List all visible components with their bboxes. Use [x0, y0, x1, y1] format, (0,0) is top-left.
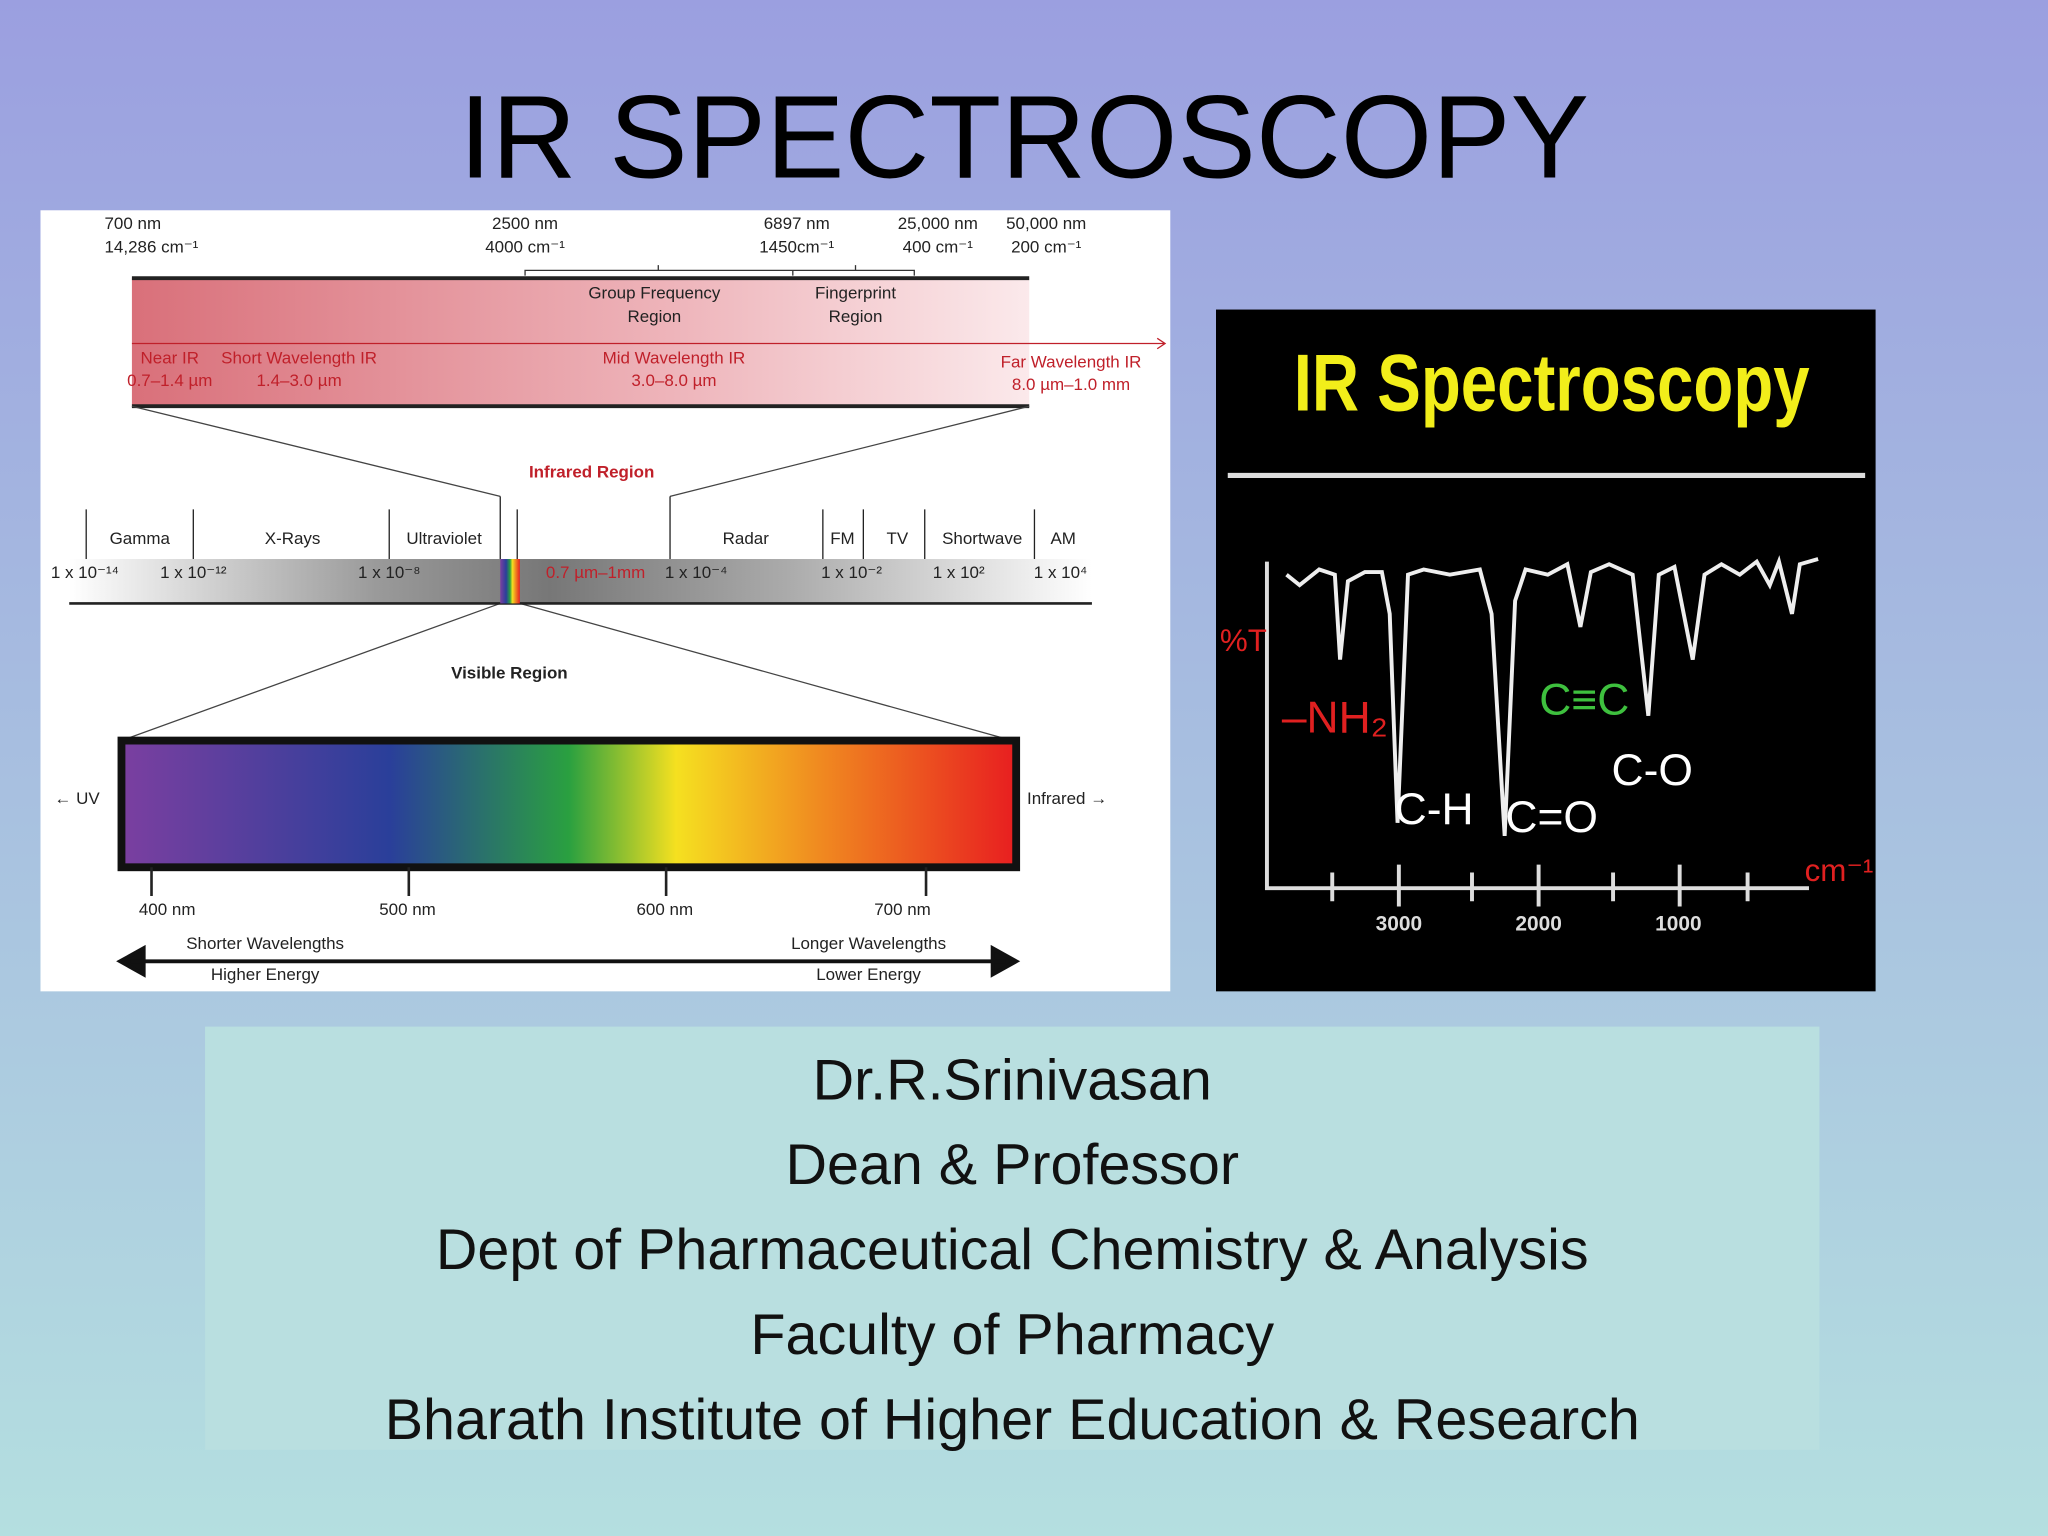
ir-band-range: 8.0 µm–1.0 mm [1012, 375, 1130, 394]
em-scale: 1 x 10² [933, 563, 985, 582]
scale-wavenumber: 14,286 cm⁻¹ [104, 238, 198, 257]
slide-title: IR SPECTROSCOPY [459, 71, 1589, 202]
scale-nm: 700 nm [104, 214, 161, 233]
peak-label: –NH₂ [1282, 694, 1388, 743]
image-panel [1216, 309, 1876, 992]
longer-label: Longer Wavelengths [791, 934, 946, 953]
peak-label: C≡C [1539, 675, 1629, 724]
em-scale: 1 x 10⁻² [821, 563, 882, 582]
em-band: AM [1050, 529, 1075, 548]
visible-band [117, 736, 1021, 872]
em-dividers [85, 496, 1036, 560]
scale-nm: 50,000 nm [1006, 214, 1086, 233]
scale-nm: 6897 nm [764, 214, 830, 233]
spectrum-image: IR Spectroscopy %T cm⁻¹ 3000 2000 1000 –NH₂C-H… [1216, 309, 1876, 992]
longer-label: Lower Energy [816, 965, 921, 984]
uv-label: ← UV [54, 789, 100, 808]
visible-tick: 700 nm [874, 900, 931, 919]
spectrum-trace [1285, 555, 1819, 837]
x-unit: cm⁻¹ [1805, 853, 1874, 888]
x-tick: 3000 [1376, 912, 1422, 935]
em-band: FM [830, 529, 855, 548]
scale-wavenumber: 400 cm⁻¹ [903, 238, 974, 257]
shorter-label: Higher Energy [211, 965, 320, 984]
author-line: Dr.R.Srinivasan [813, 1048, 1212, 1112]
x-tick: 2000 [1515, 912, 1561, 935]
ir-band-name: Near IR [141, 349, 199, 368]
peak-label: C-H [1395, 785, 1474, 834]
ir-arrow [131, 337, 1167, 350]
em-scale: 1 x 10⁻¹⁴ [51, 563, 119, 582]
visible-slice [500, 559, 520, 604]
author-line: Dean & Professor [786, 1133, 1239, 1197]
ir-band-range: 0.7–1.4 µm [127, 371, 212, 390]
infrared-arrow: Infrared → [1027, 789, 1107, 808]
scale-nm: 25,000 nm [898, 214, 978, 233]
em-band: Shortwave [942, 529, 1022, 548]
region-label: Region [627, 307, 681, 326]
y-label: %T [1220, 623, 1267, 658]
region-label: Region [829, 307, 883, 326]
em-band: Gamma [110, 529, 171, 548]
visible-tick: 500 nm [379, 900, 436, 919]
zoom-lines [121, 405, 1030, 742]
scale-wavenumber: 200 cm⁻¹ [1011, 238, 1082, 257]
ir-band-name: Far Wavelength IR [1001, 353, 1142, 372]
region-label: Fingerprint [815, 283, 896, 302]
axes [1264, 561, 1809, 907]
scale-wavenumber: 4000 cm⁻¹ [485, 238, 565, 257]
scale-nm: 2500 nm [492, 214, 558, 233]
ir-band-edges [131, 276, 1030, 409]
author-line: Dept of Pharmaceutical Chemistry & Analy… [436, 1218, 1589, 1282]
em-scale: 1 x 10⁻⁴ [665, 563, 727, 582]
peak-label: C=O [1505, 793, 1598, 842]
em-band: TV [886, 529, 908, 548]
peak-label: C-O [1612, 746, 1693, 795]
x-tick: 1000 [1655, 912, 1701, 935]
ir-band-name: Short Wavelength IR [221, 349, 377, 368]
author-box [205, 1026, 1820, 1450]
energy-arrow [116, 944, 1021, 978]
brackets [524, 265, 915, 276]
ir-band [131, 278, 1030, 407]
author-line: Faculty of Pharmacy [750, 1303, 1274, 1367]
region-label: Group Frequency [588, 283, 721, 302]
visible-tick: 400 nm [139, 900, 196, 919]
em-band: Ultraviolet [406, 529, 482, 548]
em-band: X-Rays [265, 529, 321, 548]
ir-band-range: 3.0–8.0 µm [631, 371, 716, 390]
image-title: IR Spectroscopy [1294, 339, 1810, 429]
visible-label: Visible Region [451, 663, 568, 682]
author-line: Bharath Institute of Higher Education & … [385, 1388, 1640, 1452]
ir-band-name: Mid Wavelength IR [603, 349, 746, 368]
em-bar [69, 559, 1092, 604]
infrared-label: Infrared Region [529, 462, 654, 481]
ir-band-range: 1.4–3.0 µm [256, 371, 341, 390]
em-scale: 1 x 10⁻¹² [160, 563, 227, 582]
em-scale: 1 x 10⁴ [1034, 563, 1088, 582]
visible-ticks [150, 867, 928, 896]
ir-range: 0.7 µm–1mm [546, 563, 645, 582]
visible-tick: 600 nm [637, 900, 694, 919]
scale-wavenumber: 1450cm⁻¹ [759, 238, 834, 257]
em-band: Radar [723, 529, 770, 548]
shorter-label: Shorter Wavelengths [186, 934, 344, 953]
em-scale: 1 x 10⁻⁸ [358, 563, 420, 582]
em-diagram: 700 nm 14,286 cm⁻¹ 2500 nm 4000 cm⁻¹ 6897 nm… [40, 210, 1171, 992]
